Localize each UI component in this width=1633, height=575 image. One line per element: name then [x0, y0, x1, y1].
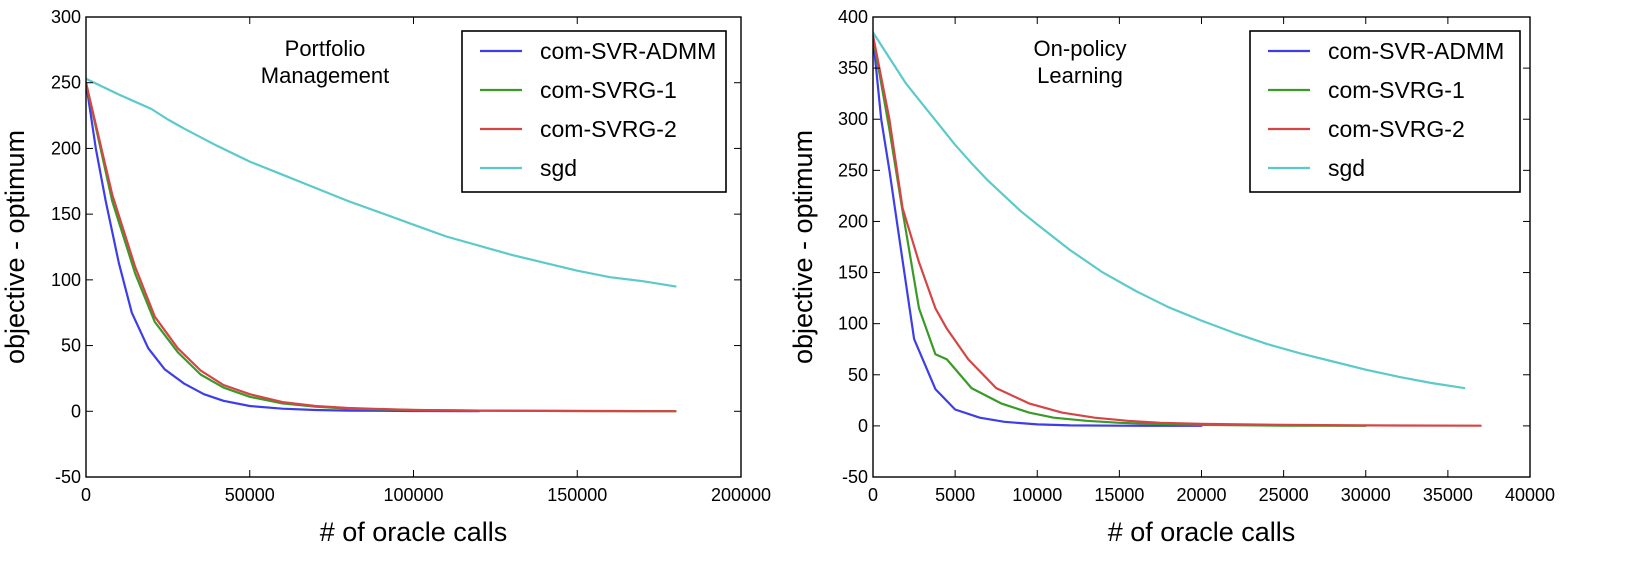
legend-label: com-SVRG-1	[540, 77, 677, 103]
series-line-sgd	[86, 77, 677, 288]
series-group	[873, 31, 1482, 427]
x-tick-label: 10000	[1012, 485, 1062, 505]
series-line-com-svrg-1	[873, 36, 1367, 427]
x-tick-label: 50000	[225, 485, 275, 505]
x-tick-label: 35000	[1423, 485, 1473, 505]
y-tick-label: 250	[838, 160, 868, 180]
chart-title-line: Portfolio	[285, 36, 366, 61]
legend-box	[461, 30, 727, 193]
legend-label: sgd	[540, 155, 577, 181]
y-tick-label: 150	[51, 204, 81, 224]
x-tick-label: 40000	[1505, 485, 1555, 505]
y-axis-label: objective - optimum	[788, 130, 818, 364]
chart-panel-1: 0 50000 100000 150000 200000-500501001502002…	[0, 7, 771, 547]
x-tick-label: 150000	[547, 485, 607, 505]
chart-title-line: Management	[261, 63, 389, 88]
y-axis-label: objective - optimum	[0, 130, 30, 364]
y-tick-label: 0	[858, 416, 868, 436]
legend: com-SVR-ADMM com-SVRG-1 com-SVRG-2 sgd	[461, 30, 727, 193]
y-tick-label: 400	[838, 7, 868, 27]
y-tick-label: 0	[71, 401, 81, 421]
y-tick-label: 50	[61, 336, 81, 356]
x-tick-label: 200000	[711, 485, 771, 505]
legend-label: com-SVRG-2	[540, 116, 677, 142]
series-line-com-svr-admm	[873, 36, 1203, 427]
legend-label: sgd	[1328, 155, 1365, 181]
x-tick-label: 0	[81, 485, 91, 505]
y-tick-label: 350	[838, 58, 868, 78]
y-tick-label: 200	[838, 211, 868, 231]
series-line-com-svrg-2	[873, 34, 1482, 427]
legend-label: com-SVRG-1	[1328, 77, 1465, 103]
y-tick-label: 100	[838, 314, 868, 334]
chart-title-line: Learning	[1037, 63, 1123, 88]
x-axis-label: # of oracle calls	[1108, 517, 1296, 547]
legend: com-SVR-ADMM com-SVRG-1 com-SVRG-2 sgd	[1249, 30, 1521, 193]
y-tick-label: -50	[55, 467, 81, 487]
y-tick-label: 200	[51, 138, 81, 158]
legend-label: com-SVR-ADMM	[1328, 38, 1504, 64]
x-tick-label: 25000	[1259, 485, 1309, 505]
series-line-com-svrg-2	[86, 81, 677, 413]
series-line-com-svr-admm	[86, 81, 481, 413]
y-tick-label: 50	[848, 365, 868, 385]
series-line-sgd	[873, 31, 1466, 390]
y-tick-label: 150	[838, 263, 868, 283]
x-tick-label: 100000	[383, 485, 443, 505]
y-tick-label: 250	[51, 73, 81, 93]
legend-label: com-SVR-ADMM	[540, 38, 716, 64]
x-tick-label: 5000	[935, 485, 975, 505]
x-axis-label: # of oracle calls	[320, 517, 508, 547]
x-tick-label: 15000	[1094, 485, 1144, 505]
x-tick-label: 20000	[1176, 485, 1226, 505]
x-tick-label: 30000	[1341, 485, 1391, 505]
y-tick-label: 300	[838, 109, 868, 129]
y-tick-label: 300	[51, 7, 81, 27]
series-group	[86, 77, 677, 413]
y-tick-label: -50	[842, 467, 868, 487]
x-tick-label: 0	[868, 485, 878, 505]
legend-box	[1249, 30, 1521, 193]
y-tick-label: 100	[51, 270, 81, 290]
legend-label: com-SVRG-2	[1328, 116, 1465, 142]
chart-title-line: On-policy	[1034, 36, 1127, 61]
chart-panel-2: 0 5000 10000 15000 20000 25000 30000 35000 40000…	[788, 7, 1555, 547]
